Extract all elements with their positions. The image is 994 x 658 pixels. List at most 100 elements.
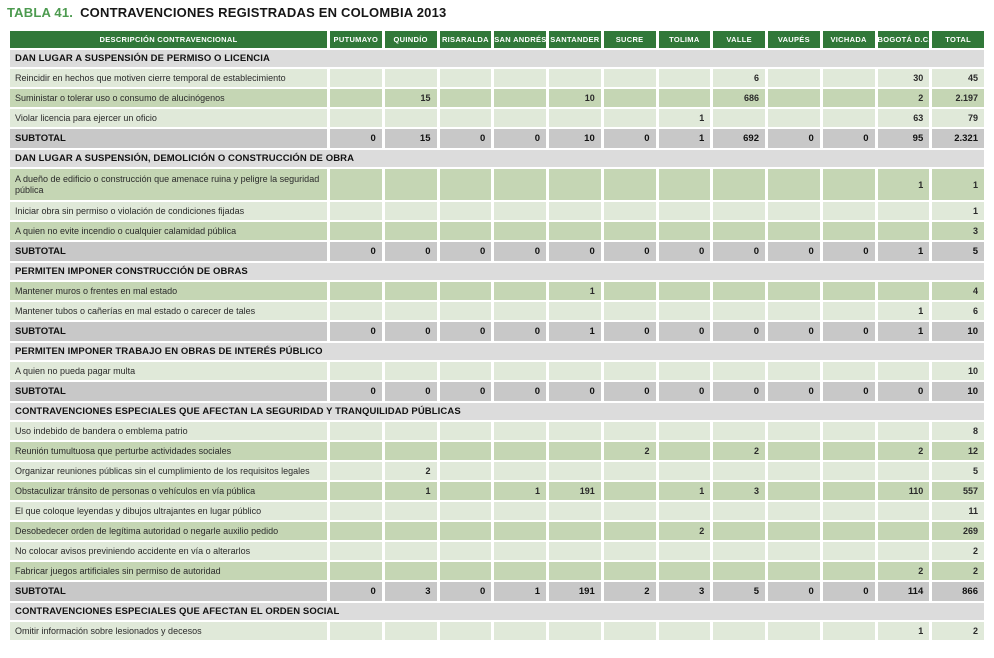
cell-value — [330, 502, 382, 520]
subtotal-value: 0 — [822, 322, 875, 341]
cell-value — [822, 422, 875, 440]
cell-value: 1 — [494, 482, 546, 500]
section-title: CONTRAVENCIONES ESPECIALES QUE AFECTAN L… — [10, 403, 984, 420]
column-header: RISARALDA — [439, 31, 492, 48]
cell-value — [384, 109, 437, 127]
subtotal-row: SUBTOTAL 0 15 0 0 10 0 1 692 0 0 95 2.321 — [10, 129, 984, 148]
cell-value — [549, 442, 601, 460]
cell-value: 191 — [549, 482, 601, 500]
cell-value — [494, 222, 546, 240]
cell-value — [330, 462, 382, 480]
cell-value — [658, 69, 711, 87]
cell-value — [384, 542, 437, 560]
cell-value — [549, 69, 601, 87]
column-header: VALLE — [713, 31, 765, 48]
subtotal-value: 0 — [603, 242, 656, 261]
cell-value — [877, 462, 930, 480]
cell-value — [822, 442, 875, 460]
cell-value — [713, 282, 765, 300]
table-body: DAN LUGAR A SUSPENSIÓN DE PERMISO O LICE… — [10, 50, 984, 640]
subtotal-value: 0 — [439, 322, 492, 341]
subtotal-value: 0 — [439, 129, 492, 148]
subtotal-value: 0 — [330, 322, 382, 341]
cell-value — [768, 502, 820, 520]
column-header: SAN ANDRÉS — [494, 31, 546, 48]
table-row: No colocar avisos previniendo accidente … — [10, 542, 984, 560]
cell-value — [658, 422, 711, 440]
cell-value: 10 — [932, 362, 984, 380]
cell-value — [658, 362, 711, 380]
cell-value — [384, 442, 437, 460]
subtotal-value: 10 — [932, 322, 984, 341]
cell-value: 2 — [932, 542, 984, 560]
cell-value: 1 — [384, 482, 437, 500]
cell-value — [330, 222, 382, 240]
cell-value — [822, 502, 875, 520]
row-description: A dueño de edificio o construcción que a… — [10, 169, 327, 200]
cell-value — [768, 462, 820, 480]
subtotal-value: 0 — [330, 382, 382, 401]
cell-value — [603, 502, 656, 520]
cell-value — [549, 502, 601, 520]
cell-value: 2 — [877, 442, 930, 460]
cell-value — [330, 542, 382, 560]
subtotal-value: 0 — [603, 322, 656, 341]
column-header: BOGOTÁ D.C. — [877, 31, 930, 48]
cell-value — [494, 442, 546, 460]
cell-value — [713, 302, 765, 320]
subtotal-value: 0 — [384, 382, 437, 401]
row-description: Iniciar obra sin permiso o violación de … — [10, 202, 327, 220]
cell-value — [439, 89, 492, 107]
cell-value — [658, 542, 711, 560]
row-description: Suministar o tolerar uso o consumo de al… — [10, 89, 327, 107]
contraventions-table: DESCRIPCIÓN CONTRAVENCIONAL PUTUMAYO QUIND… — [7, 29, 987, 642]
cell-value: 2 — [658, 522, 711, 540]
page-title: TABLA 41. CONTRAVENCIONES REGISTRADAS EN … — [0, 0, 994, 20]
cell-value — [603, 89, 656, 107]
cell-value: 1 — [877, 169, 930, 200]
cell-value — [494, 109, 546, 127]
cell-value: 63 — [877, 109, 930, 127]
subtotal-row: SUBTOTAL 0 0 0 0 1 0 0 0 0 0 1 10 — [10, 322, 984, 341]
subtotal-value: 0 — [822, 129, 875, 148]
cell-value — [549, 622, 601, 640]
subtotal-value: 0 — [549, 382, 601, 401]
cell-value: 2 — [877, 89, 930, 107]
subtotal-value: 0 — [822, 382, 875, 401]
cell-value: 1 — [877, 622, 930, 640]
cell-value — [439, 542, 492, 560]
cell-value: 2 — [713, 442, 765, 460]
table-row: Organizar reuniones públicas sin el cump… — [10, 462, 984, 480]
cell-value — [549, 202, 601, 220]
table-row: A quien no pueda pagar multa 10 — [10, 362, 984, 380]
cell-value — [658, 302, 711, 320]
cell-value — [603, 202, 656, 220]
cell-value — [822, 562, 875, 580]
subtotal-value: 191 — [549, 582, 601, 601]
row-description: No colocar avisos previniendo accidente … — [10, 542, 327, 560]
subtotal-value: 0 — [330, 129, 382, 148]
cell-value — [713, 422, 765, 440]
cell-value — [439, 482, 492, 500]
cell-value — [439, 69, 492, 87]
cell-value — [713, 502, 765, 520]
cell-value — [439, 362, 492, 380]
cell-value — [822, 302, 875, 320]
cell-value — [330, 562, 382, 580]
cell-value: 1 — [932, 169, 984, 200]
cell-value — [494, 522, 546, 540]
cell-value — [330, 282, 382, 300]
subtotal-value: 0 — [549, 242, 601, 261]
cell-value — [768, 562, 820, 580]
cell-value: 110 — [877, 482, 930, 500]
cell-value — [658, 282, 711, 300]
cell-value — [494, 362, 546, 380]
subtotal-value: 0 — [439, 582, 492, 601]
subtotal-value: 1 — [549, 322, 601, 341]
cell-value — [330, 69, 382, 87]
cell-value — [330, 422, 382, 440]
subtotal-value: 5 — [713, 582, 765, 601]
cell-value — [877, 362, 930, 380]
section-header-row: PERMITEN IMPONER CONSTRUCCIÓN DE OBRAS — [10, 263, 984, 280]
section-title: CONTRAVENCIONES ESPECIALES QUE AFECTAN E… — [10, 603, 984, 620]
